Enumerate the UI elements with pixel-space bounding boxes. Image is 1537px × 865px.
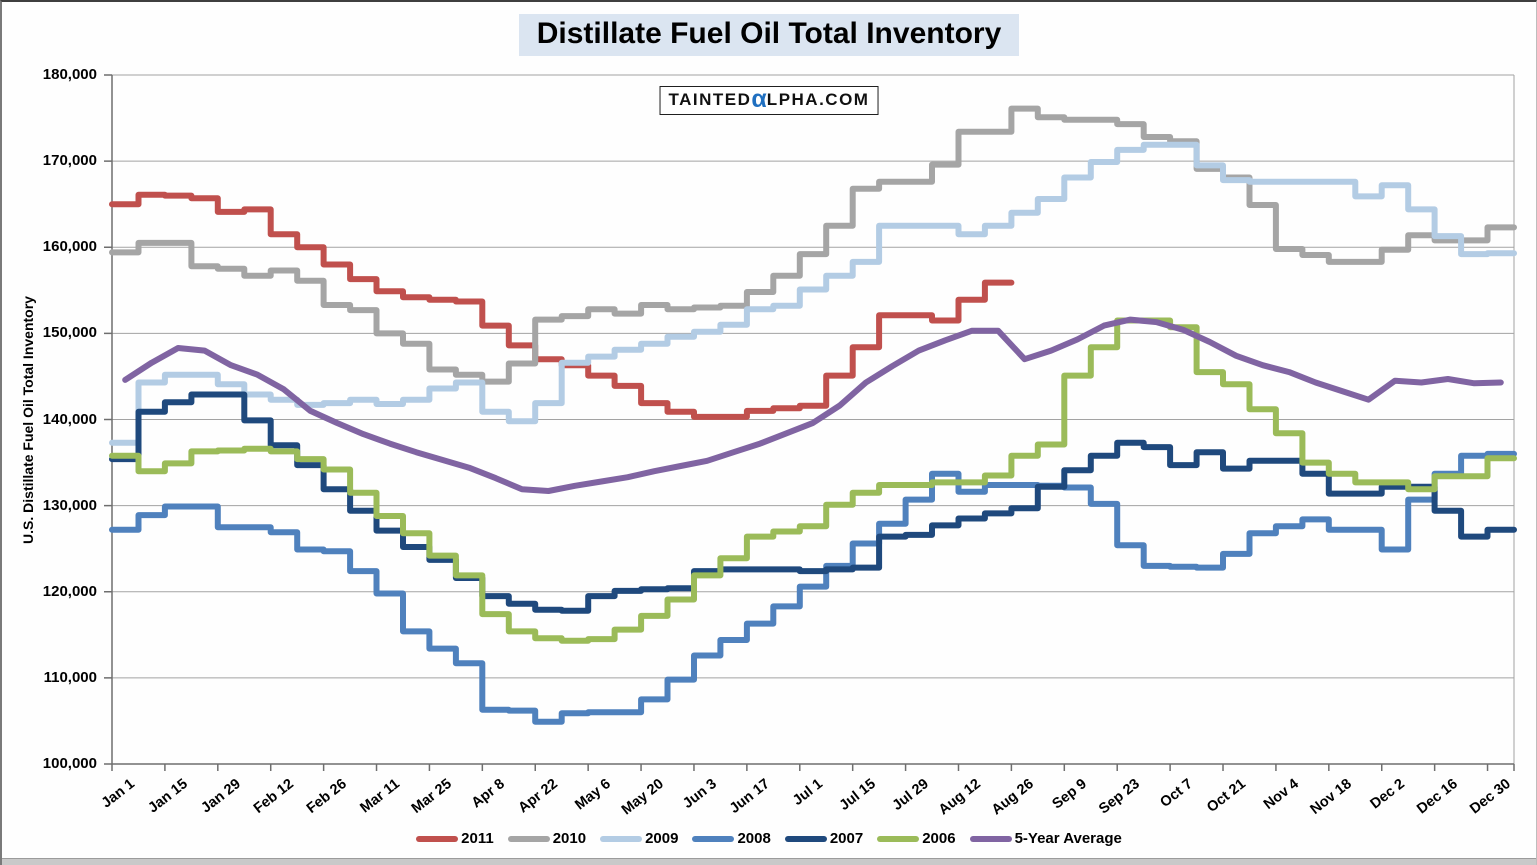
- y-tick-label-170,000: 170,000: [42, 152, 97, 170]
- legend-label: 2011: [461, 830, 494, 848]
- legend-swatch-icon: [416, 835, 459, 842]
- legend-label: 2010: [552, 830, 587, 848]
- watermark-text-2: LPHA.COM: [766, 90, 870, 109]
- y-tick-label-100,000: 100,000: [42, 755, 97, 772]
- legend-swatch-icon: [507, 835, 550, 842]
- bottom-window-edge: [2, 858, 1536, 865]
- y-tick-label-130,000: 130,000: [42, 496, 97, 514]
- legend-swatch-icon: [877, 835, 920, 842]
- series-line-2006: [109, 317, 1517, 644]
- watermark-text-1: TAINTED: [668, 90, 752, 109]
- legend-label: 2008: [737, 830, 771, 848]
- legend-item-2008: 2008: [692, 830, 771, 848]
- legend-item-2009: 2009: [600, 830, 678, 848]
- legend-item-2010: 2010: [507, 830, 587, 848]
- y-tick-label-160,000: 160,000: [42, 238, 97, 256]
- series-line-2010: [109, 105, 1517, 385]
- series-line-2007: [109, 391, 1517, 614]
- legend-item-2011: 2011: [416, 830, 494, 848]
- y-tick-label-180,000: 180,000: [42, 66, 97, 83]
- y-tick-label-150,000: 150,000: [42, 324, 97, 342]
- watermark-badge: TAINTEDαLPHA.COM: [659, 85, 879, 115]
- legend-label: 2006: [922, 830, 956, 848]
- page-title: Distillate Fuel Oil Total Inventory: [518, 14, 1020, 56]
- legend-label: 5-Year Average: [1014, 830, 1122, 848]
- legend-item-5-year-average: 5-Year Average: [969, 830, 1122, 848]
- series-line-2011: [109, 191, 1015, 420]
- legend-label: 2007: [829, 830, 864, 848]
- legend-label: 2009: [645, 830, 679, 848]
- legend-swatch-icon: [692, 835, 735, 842]
- series-line-5-year-average: [122, 316, 1504, 494]
- series-line-2009: [109, 141, 1517, 446]
- legend-item-2007: 2007: [784, 830, 864, 848]
- y-tick-label-120,000: 120,000: [42, 582, 97, 600]
- alpha-logo-glyph: α: [751, 85, 767, 113]
- series-line-2008: [109, 450, 1517, 725]
- y-tick-label-140,000: 140,000: [42, 410, 97, 428]
- chart-legend: 2011 2010 2009 2008 2007 2006 5-Year Average: [2, 830, 1536, 848]
- y-tick-label-110,000: 110,000: [43, 668, 97, 686]
- legend-swatch-icon: [969, 835, 1012, 842]
- legend-swatch-icon: [784, 835, 827, 842]
- legend-swatch-icon: [600, 835, 643, 842]
- chart-title-row: Distillate Fuel Oil Total Inventory: [2, 14, 1536, 56]
- legend-item-2006: 2006: [877, 830, 956, 848]
